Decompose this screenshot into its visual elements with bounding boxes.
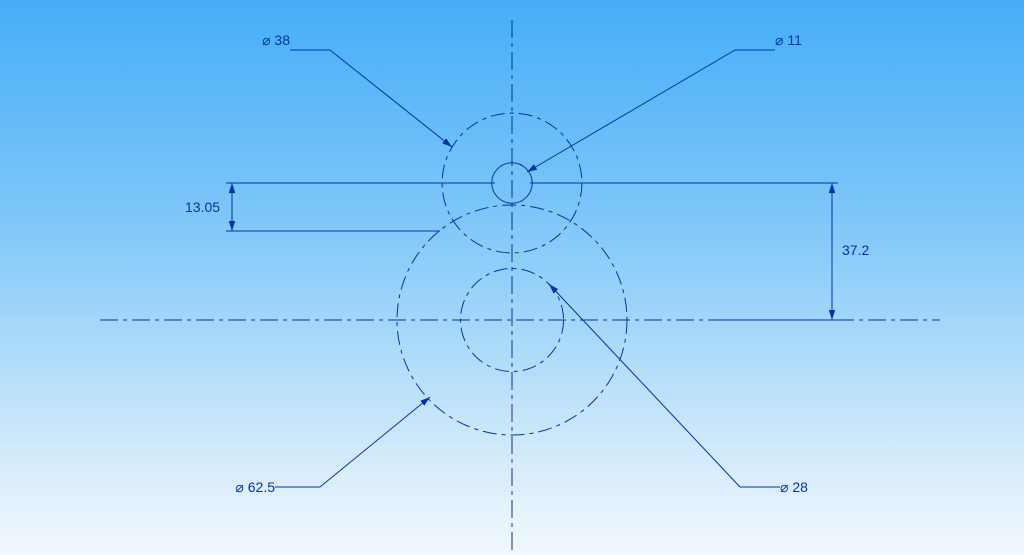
technical-drawing-svg: ⌀ 38 ⌀ 11 ⌀ 62.5 ⌀ 28 37.2 13.05 — [0, 0, 1024, 555]
drawing-canvas: ⌀ 38 ⌀ 11 ⌀ 62.5 ⌀ 28 37.2 13.05 — [0, 0, 1024, 555]
dim-d38-leader — [330, 50, 452, 147]
dim-d11-leader — [527, 50, 735, 172]
geometry-group: ⌀ 38 ⌀ 11 ⌀ 62.5 ⌀ 28 37.2 13.05 — [100, 20, 940, 555]
dim-d28-label: ⌀ 28 — [780, 479, 808, 495]
dim-d28-leader — [549, 284, 740, 487]
dim-13-label: 13.05 — [185, 199, 220, 215]
dim-d62-5-label: ⌀ 62.5 — [235, 479, 275, 495]
dim-d11-label: ⌀ 11 — [775, 32, 802, 48]
dim-d38-label: ⌀ 38 — [262, 32, 290, 48]
dim-37-label: 37.2 — [842, 242, 869, 258]
dim-d62-5-leader — [320, 397, 430, 487]
